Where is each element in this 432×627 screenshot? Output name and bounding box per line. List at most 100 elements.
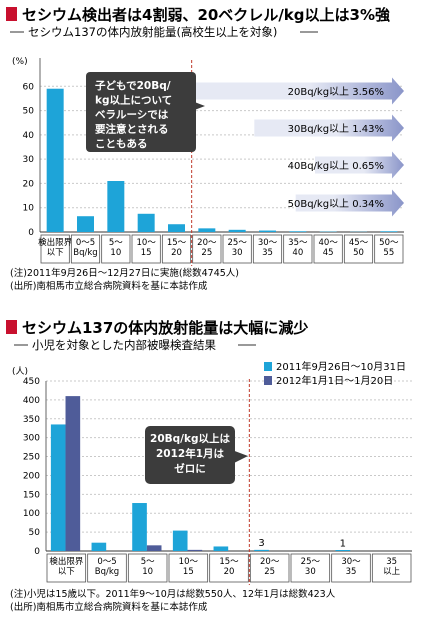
category-label: 検出限界以下 xyxy=(38,237,73,258)
category-label: 50〜 55 xyxy=(379,238,399,258)
category-box xyxy=(46,553,87,583)
category-box xyxy=(192,234,222,264)
callout-text: 子どもで20Bq/kg以上についてベラルーシでは要注意とされることもある xyxy=(95,79,172,150)
category-box xyxy=(343,234,374,264)
category-label: 25〜 30 xyxy=(301,557,321,577)
y-tick-label: 100 xyxy=(23,509,40,519)
chart2-title: セシウム137の体内放射能量は大幅に減少 xyxy=(22,319,308,337)
data-label: 1 xyxy=(340,539,346,550)
bar-series-1 xyxy=(335,550,351,551)
legend-label: 2011年9月26日〜10月31日 xyxy=(276,360,406,373)
category-box xyxy=(249,553,290,583)
callout-box xyxy=(86,72,196,152)
y-tick-label: 150 xyxy=(23,490,40,500)
chart2-subtitle: 小児を対象とした内部被曝検査結果 xyxy=(32,338,216,352)
y-tick-label: 250 xyxy=(23,453,40,463)
category-label: 0〜5 Bq/kg xyxy=(95,557,119,577)
bar-series-2 xyxy=(65,396,81,551)
category-box xyxy=(40,234,70,264)
y-tick-label: 10 xyxy=(23,204,35,214)
category-label: 検出限界以下 xyxy=(49,556,84,577)
category-box xyxy=(313,234,343,264)
bar xyxy=(168,224,185,232)
bar-series-2 xyxy=(187,549,203,551)
data-label: 3 xyxy=(258,538,264,549)
category-box xyxy=(222,234,252,264)
category-label: 0〜5 Bq/kg xyxy=(73,238,97,258)
category-label: 25〜 30 xyxy=(228,238,248,258)
chart2-note: (注)小児は15歳以下。2011年9〜10月は総数550人、12年1月は総数42… xyxy=(10,588,336,600)
bar xyxy=(137,213,155,232)
threshold-arrow xyxy=(315,151,404,179)
bar xyxy=(289,231,307,232)
bar-series-1 xyxy=(213,546,229,551)
bar xyxy=(77,216,94,232)
y-tick-label: 400 xyxy=(23,396,40,406)
category-box xyxy=(161,234,192,264)
category-box xyxy=(168,553,209,583)
y-tick-label: 60 xyxy=(23,82,35,92)
category-box xyxy=(252,234,283,264)
chart1-title: セシウム検出者は4割弱、20ベクレル/kg以上は3%強 xyxy=(22,6,390,24)
y-tick-label: 40 xyxy=(23,131,35,141)
arrow-label: 50Bq/kg以上 0.34% xyxy=(288,198,384,210)
category-box xyxy=(374,234,404,264)
category-label: 35〜 40 xyxy=(288,238,308,258)
threshold-arrow xyxy=(295,189,404,217)
chart2-ylabel: (人) xyxy=(12,366,28,377)
bar xyxy=(46,88,64,232)
category-label: 45〜 50 xyxy=(349,238,369,258)
threshold-arrow xyxy=(254,114,404,142)
bar-series-1 xyxy=(91,542,107,551)
callout-pointer xyxy=(184,98,205,114)
bar-series-1 xyxy=(50,424,66,551)
arrow-label: 20Bq/kg以上 3.56% xyxy=(288,86,384,98)
chart1-subtitle: セシウム137の体内放射能量(高校生以上を対象) xyxy=(28,25,277,39)
threshold-arrow xyxy=(193,77,404,105)
bar xyxy=(107,181,125,232)
category-label: 15〜 20 xyxy=(219,557,239,577)
category-label: 35 以上 xyxy=(383,557,401,577)
bar-series-1 xyxy=(254,549,269,551)
arrow-label: 30Bq/kg以上 1.43% xyxy=(288,123,384,135)
chart1-ylabel: (%) xyxy=(12,57,28,67)
y-tick-label: 350 xyxy=(23,415,40,425)
category-box xyxy=(371,553,412,583)
arrow-label: 40Bq/kg以上 0.65% xyxy=(288,160,384,172)
bar xyxy=(228,229,246,232)
y-tick-label: 50 xyxy=(29,528,41,538)
category-label: 30〜 35 xyxy=(258,238,278,258)
category-label: 10〜 15 xyxy=(137,238,157,258)
category-label: 40〜 45 xyxy=(319,238,339,258)
legend-swatch xyxy=(264,376,272,385)
callout-text: 20Bq/kg以上は 2012年1月はゼロに xyxy=(150,432,230,475)
legend-swatch xyxy=(264,362,272,371)
title-marker-2 xyxy=(6,320,17,334)
category-label: 30〜 35 xyxy=(341,557,361,577)
category-label: 15〜 20 xyxy=(167,238,187,258)
y-tick-label: 30 xyxy=(23,155,35,165)
legend-label: 2012年1月1日〜1月20日 xyxy=(276,374,393,387)
category-label: 10〜 15 xyxy=(179,557,199,577)
bar xyxy=(198,228,216,232)
category-box xyxy=(290,553,331,583)
callout-box xyxy=(145,426,235,484)
bar-series-1 xyxy=(132,503,147,551)
bar-series-2 xyxy=(146,545,162,551)
bar xyxy=(380,231,398,232)
category-label: 5〜 10 xyxy=(109,238,123,258)
chart1-note: (注)2011年9月26日〜12月27日に実施(総数4745人) xyxy=(10,267,239,279)
category-box xyxy=(209,553,249,583)
y-tick-label: 50 xyxy=(23,107,35,117)
y-tick-label: 0 xyxy=(28,228,34,238)
category-box xyxy=(331,553,371,583)
category-box xyxy=(87,553,127,583)
category-label: 20〜 25 xyxy=(260,557,280,577)
chart2-note: (出所)南相馬市立総合病院資料を基に本誌作成 xyxy=(10,601,208,613)
category-box xyxy=(70,234,101,264)
category-box xyxy=(101,234,131,264)
callout-pointer xyxy=(232,450,248,464)
y-tick-label: 0 xyxy=(34,547,40,557)
